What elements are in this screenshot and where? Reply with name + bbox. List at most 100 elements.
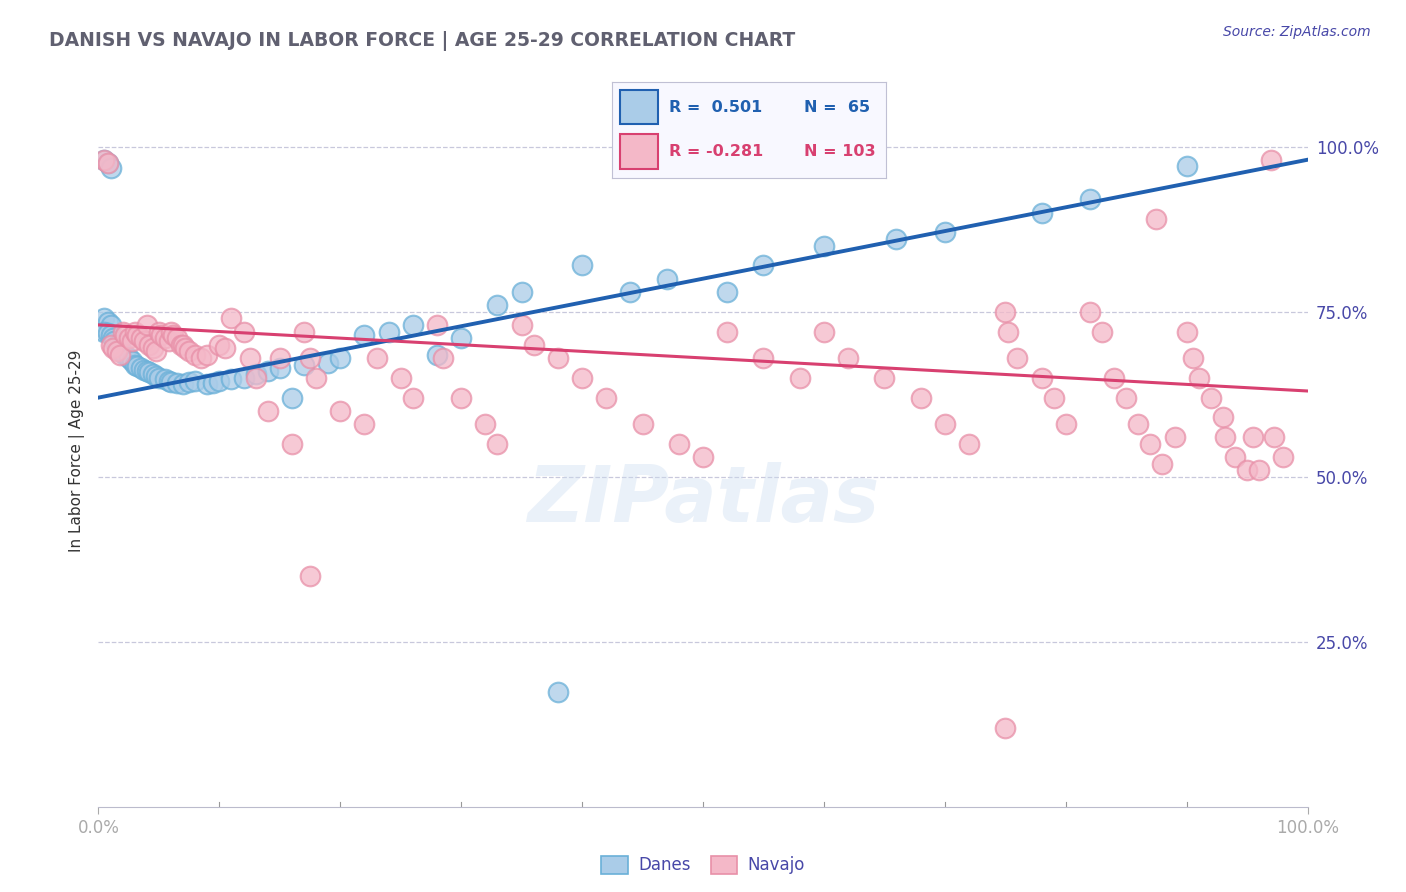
Point	[910, 391, 932, 405]
Point	[1007, 351, 1029, 365]
Point	[426, 318, 449, 332]
Point	[269, 351, 291, 365]
Point	[329, 404, 352, 418]
Point	[124, 358, 146, 372]
Point	[1128, 417, 1150, 431]
Point	[108, 341, 131, 355]
Point	[655, 271, 678, 285]
Point	[127, 327, 149, 342]
Point	[1054, 417, 1077, 431]
Point	[157, 374, 180, 388]
Point	[281, 437, 304, 451]
Point	[668, 437, 690, 451]
Point	[190, 351, 212, 365]
Text: N = 103: N = 103	[804, 144, 875, 159]
Point	[1144, 212, 1167, 227]
Point	[172, 377, 194, 392]
Point	[135, 318, 157, 332]
Point	[474, 417, 496, 431]
Point	[1175, 325, 1198, 339]
Point	[93, 325, 115, 339]
Point	[239, 351, 262, 365]
Point	[93, 311, 115, 326]
Point	[138, 337, 160, 351]
Point	[571, 371, 593, 385]
Point	[789, 371, 811, 385]
Point	[160, 325, 183, 339]
Point	[486, 298, 509, 312]
Point	[510, 285, 533, 299]
Point	[1042, 391, 1064, 405]
Point	[432, 351, 454, 365]
Point	[232, 371, 254, 385]
Point	[118, 351, 141, 365]
Text: N =  65: N = 65	[804, 100, 870, 114]
Point	[402, 318, 425, 332]
Point	[135, 364, 157, 378]
Point	[138, 366, 160, 380]
Point	[150, 327, 173, 342]
Point	[873, 371, 896, 385]
Point	[103, 334, 125, 349]
Point	[93, 153, 115, 167]
Point	[172, 337, 194, 351]
Point	[934, 417, 956, 431]
Point	[214, 341, 236, 355]
Point	[129, 360, 152, 375]
Point	[547, 684, 569, 698]
FancyBboxPatch shape	[620, 90, 658, 125]
Point	[208, 337, 231, 351]
Point	[1249, 463, 1271, 477]
Point	[994, 721, 1017, 735]
Point	[145, 344, 167, 359]
Point	[813, 238, 835, 252]
Point	[716, 285, 738, 299]
Text: R = -0.281: R = -0.281	[669, 144, 763, 159]
Point	[134, 334, 156, 349]
Point	[256, 404, 278, 418]
Point	[292, 358, 315, 372]
Point	[100, 327, 122, 342]
Point	[97, 156, 120, 170]
Point	[281, 391, 304, 405]
Point	[174, 341, 197, 355]
Text: DANISH VS NAVAJO IN LABOR FORCE | AGE 25-29 CORRELATION CHART: DANISH VS NAVAJO IN LABOR FORCE | AGE 25…	[49, 31, 796, 51]
Point	[329, 351, 352, 365]
Point	[1181, 351, 1204, 365]
Point	[166, 376, 188, 390]
Point	[100, 318, 122, 332]
Point	[148, 325, 170, 339]
Point	[957, 437, 980, 451]
Point	[1078, 193, 1101, 207]
Point	[886, 232, 908, 246]
Point	[716, 325, 738, 339]
Point	[232, 325, 254, 339]
Point	[1263, 430, 1285, 444]
Point	[97, 315, 120, 329]
Point	[195, 348, 218, 362]
Point	[256, 364, 278, 378]
Point	[619, 285, 641, 299]
Point	[752, 351, 775, 365]
Point	[1152, 457, 1174, 471]
Point	[148, 371, 170, 385]
Point	[121, 354, 143, 368]
Point	[108, 348, 131, 362]
Point	[97, 156, 120, 170]
Point	[145, 369, 167, 384]
Point	[450, 391, 472, 405]
Point	[450, 331, 472, 345]
Point	[108, 343, 131, 357]
Point	[166, 331, 188, 345]
Point	[269, 360, 291, 375]
Point	[101, 331, 124, 345]
Point	[169, 337, 191, 351]
Point	[245, 368, 267, 382]
Point	[1175, 159, 1198, 173]
Point	[105, 337, 128, 351]
Point	[184, 348, 207, 362]
Point	[1272, 450, 1295, 464]
Point	[127, 359, 149, 373]
Point	[595, 391, 617, 405]
Point	[100, 161, 122, 175]
